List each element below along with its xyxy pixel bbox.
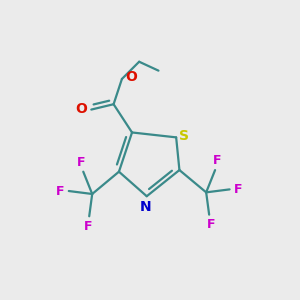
Text: N: N	[140, 200, 152, 214]
Text: F: F	[83, 220, 92, 233]
Text: F: F	[56, 184, 64, 197]
Text: O: O	[125, 70, 137, 85]
Text: F: F	[213, 154, 222, 167]
Text: O: O	[75, 102, 87, 116]
Text: F: F	[206, 218, 215, 231]
Text: F: F	[234, 183, 242, 196]
Text: S: S	[179, 130, 189, 143]
Text: F: F	[76, 156, 85, 169]
